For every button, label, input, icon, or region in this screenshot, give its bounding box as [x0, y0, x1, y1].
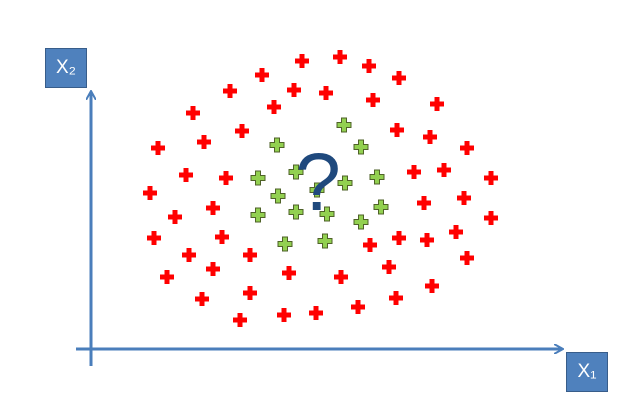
outer-point-plus-marker — [449, 225, 463, 239]
outer-point-plus-marker — [151, 141, 165, 155]
outer-point-plus-marker — [206, 262, 220, 276]
outer-point-plus-marker — [179, 168, 193, 182]
outer-point-plus-marker — [366, 93, 380, 107]
inner-point-plus-marker — [336, 117, 352, 133]
outer-point-plus-marker — [197, 135, 211, 149]
outer-point-plus-marker — [392, 71, 406, 85]
outer-point-plus-marker — [147, 231, 161, 245]
inner-point-plus-marker — [353, 214, 369, 230]
outer-point-plus-marker — [223, 84, 237, 98]
inner-point-plus-marker — [288, 204, 304, 220]
inner-point-plus-marker — [250, 207, 266, 223]
inner-point-plus-marker — [353, 139, 369, 155]
outer-point-plus-marker — [182, 248, 196, 262]
inner-point-plus-marker — [369, 169, 385, 185]
outer-point-plus-marker — [287, 83, 301, 97]
outer-point-plus-marker — [460, 141, 474, 155]
outer-point-plus-marker — [295, 54, 309, 68]
inner-point-plus-marker — [337, 175, 353, 191]
outer-point-plus-marker — [417, 196, 431, 210]
outer-point-plus-marker — [168, 210, 182, 224]
inner-point-plus-marker — [277, 236, 293, 252]
outer-point-plus-marker — [267, 100, 281, 114]
outer-point-plus-marker — [382, 260, 396, 274]
outer-point-plus-marker — [215, 230, 229, 244]
outer-point-plus-marker — [425, 279, 439, 293]
outer-point-plus-marker — [143, 186, 157, 200]
outer-point-plus-marker — [390, 123, 404, 137]
outer-point-plus-marker — [309, 306, 323, 320]
inner-point-plus-marker — [309, 182, 325, 198]
data-points — [143, 50, 498, 327]
outer-point-plus-marker — [392, 231, 406, 245]
inner-point-plus-marker — [319, 206, 335, 222]
outer-point-plus-marker — [460, 251, 474, 265]
outer-point-plus-marker — [319, 86, 333, 100]
outer-point-plus-marker — [389, 291, 403, 305]
outer-point-plus-marker — [233, 313, 247, 327]
outer-point-plus-marker — [243, 248, 257, 262]
inner-point-plus-marker — [250, 170, 266, 186]
inner-point-plus-marker — [288, 164, 304, 180]
outer-point-plus-marker — [255, 68, 269, 82]
outer-point-plus-marker — [423, 130, 437, 144]
outer-point-plus-marker — [160, 270, 174, 284]
outer-point-plus-marker — [407, 165, 421, 179]
outer-point-plus-marker — [195, 292, 209, 306]
outer-point-plus-marker — [334, 270, 348, 284]
outer-point-plus-marker — [277, 308, 291, 322]
x-axis-label: X₁ — [577, 361, 597, 382]
y-axis-label: X₂ — [55, 57, 77, 78]
inner-point-plus-marker — [269, 137, 285, 153]
outer-point-plus-marker — [363, 238, 377, 252]
outer-point-plus-marker — [362, 59, 376, 73]
outer-point-plus-marker — [484, 211, 498, 225]
outer-point-plus-marker — [186, 106, 200, 120]
outer-point-plus-marker — [243, 286, 257, 300]
outer-point-plus-marker — [206, 201, 220, 215]
inner-point-plus-marker — [270, 188, 286, 204]
outer-point-plus-marker — [282, 266, 296, 280]
outer-point-plus-marker — [235, 124, 249, 138]
x-axis-label-box: X₁ — [566, 352, 608, 392]
outer-point-plus-marker — [333, 50, 347, 64]
question-mark: ? — [295, 137, 341, 228]
inner-point-plus-marker — [373, 199, 389, 215]
inner-point-plus-marker — [317, 233, 333, 249]
outer-point-plus-marker — [420, 233, 434, 247]
y-axis-label-box: X₂ — [45, 48, 87, 88]
outer-point-plus-marker — [351, 300, 365, 314]
outer-point-plus-marker — [219, 171, 233, 185]
outer-point-plus-marker — [430, 97, 444, 111]
outer-point-plus-marker — [437, 163, 451, 177]
outer-point-plus-marker — [457, 191, 471, 205]
outer-point-plus-marker — [484, 171, 498, 185]
